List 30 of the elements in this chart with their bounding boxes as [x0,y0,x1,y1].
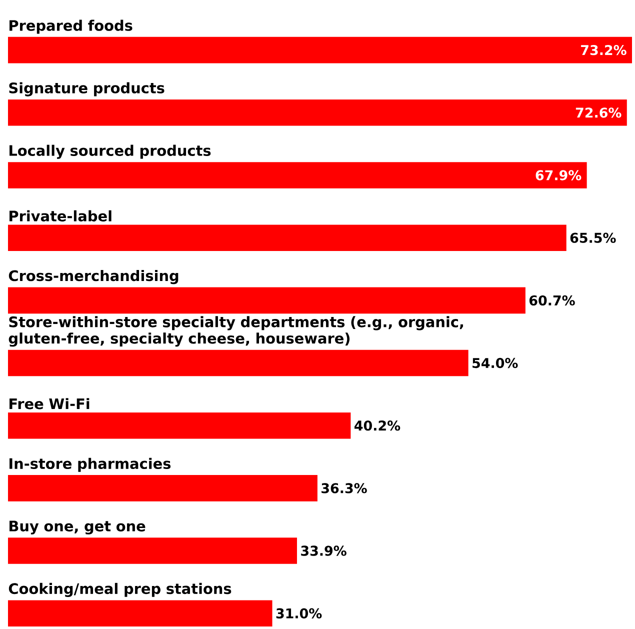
y-tick-label: In-store pharmacies [10,458,171,472]
data-label: 40.2% [354,420,400,431]
data-label: 73.2% [581,44,626,56]
bar [8,36,632,64]
y-tick-label: Free Wi-Fi [10,398,90,410]
data-label: 65.5% [570,232,616,243]
data-label: 54.0% [472,358,518,368]
bar [8,475,318,502]
data-label: 67.9% [536,170,582,180]
bar [8,600,272,627]
bar [8,162,587,188]
y-tick-label: Cross-merchandising [8,270,178,284]
data-label: 72.6% [576,108,622,118]
y-tick-label: Buy one, get one [10,520,146,534]
data-label: 33.9% [301,546,346,556]
bar [8,287,526,314]
bar [8,224,566,251]
y-tick-label: Cooking/meal prep stations [8,582,232,598]
y-tick-label: Prepared foods [10,20,132,34]
y-tick-label: Signature products [9,82,164,96]
y-tick-label: Private-label [10,210,112,222]
data-label: 31.0% [276,608,322,618]
y-tick-label: Store-within-store specialty departments (e.g., organic, gluten-free, specialty cheese, houseware) [8,316,464,347]
data-label: 60.7% [529,295,575,306]
bar [8,538,297,564]
y-tick-label: Locally sourced products [10,144,211,159]
bar [8,350,468,376]
bar [8,100,627,126]
bar [8,412,351,439]
data-label: 36.3% [322,483,367,494]
